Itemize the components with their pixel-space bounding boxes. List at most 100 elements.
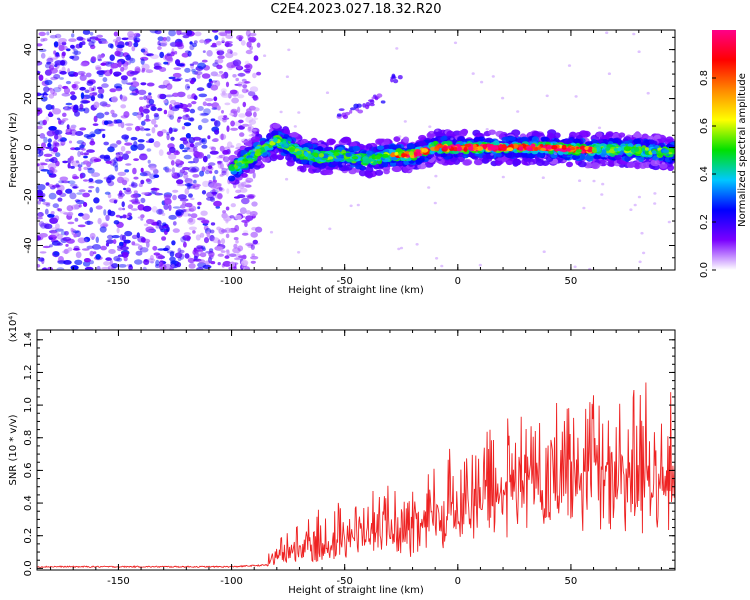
heatmap-noise-cell	[70, 44, 75, 49]
heatmap-ridge-cell	[626, 161, 635, 168]
heatmap-branch-cell	[362, 103, 366, 108]
heatmap-noise-cell	[140, 179, 145, 185]
heatmap-ridge-cell	[618, 132, 626, 138]
heatmap-noise-cell	[188, 263, 196, 269]
x-tick-label: -100	[220, 276, 243, 287]
heatmap-noise-cell	[168, 146, 176, 154]
heatmap-noise-cell	[107, 43, 114, 48]
heatmap-noise-cell	[133, 176, 139, 180]
heatmap-noise-cell	[239, 132, 245, 137]
heatmap-ridge-cell	[667, 164, 675, 171]
heatmap-noise-cell	[574, 95, 578, 98]
heatmap-noise-cell	[328, 227, 332, 231]
heatmap-noise-cell	[240, 40, 246, 46]
heatmap-noise-cell	[155, 259, 160, 267]
heatmap-noise-cell	[37, 216, 43, 220]
heatmap-noise-cell	[119, 215, 123, 219]
heatmap-noise-cell	[99, 54, 105, 59]
heatmap-noise-cell	[194, 142, 202, 146]
heatmap-noise-cell	[198, 259, 206, 264]
heatmap-noise-cell	[200, 245, 206, 250]
heatmap-noise-cell	[629, 208, 633, 211]
heatmap-noise-cell	[235, 189, 242, 194]
heatmap-noise-cell	[70, 265, 79, 270]
heatmap-noise-cell	[246, 108, 252, 114]
heatmap-noise-cell	[73, 81, 81, 85]
heatmap-noise-cell	[221, 93, 230, 98]
heatmap-noise-cell	[516, 110, 520, 113]
heatmap-noise-cell	[129, 57, 136, 64]
heatmap-ridge-cell	[617, 147, 622, 152]
heatmap-noise-cell	[77, 224, 86, 228]
heatmap-noise-cell	[47, 56, 53, 62]
heatmap-noise-cell	[76, 192, 83, 195]
heatmap-noise-cell	[63, 260, 72, 265]
heatmap-noise-cell	[194, 31, 202, 37]
heatmap-noise-cell	[318, 141, 322, 145]
heatmap-noise-cell	[187, 161, 195, 164]
heatmap-noise-cell	[168, 30, 176, 37]
heatmap-noise-cell	[239, 187, 248, 193]
heatmap-noise-cell	[88, 86, 93, 93]
heatmap-ridge-cell	[340, 137, 349, 143]
heatmap-ridge-cell	[276, 154, 284, 161]
heatmap-noise-cell	[187, 94, 192, 100]
heatmap-noise-cell	[88, 178, 94, 183]
heatmap-noise-cell	[157, 36, 164, 42]
heatmap-noise-cell	[667, 220, 671, 224]
heatmap-noise-cell	[84, 220, 94, 225]
heatmap-noise-cell	[131, 70, 140, 74]
heatmap-noise-cell	[403, 120, 407, 123]
heatmap-noise-cell	[159, 225, 164, 231]
heatmap-ridge-cell	[381, 153, 389, 158]
heatmap-noise-cell	[41, 142, 46, 149]
heatmap-noise-cell	[49, 63, 55, 68]
heatmap-noise-cell	[252, 72, 257, 79]
heatmap-noise-cell	[164, 166, 170, 173]
heatmap-noise-cell	[197, 206, 201, 210]
heatmap-noise-cell	[253, 96, 259, 101]
heatmap-noise-cell	[154, 114, 160, 121]
heatmap-noise-cell	[141, 63, 150, 71]
heatmap-noise-cell	[166, 133, 170, 141]
heatmap-noise-cell	[182, 201, 187, 205]
heatmap-noise-cell	[197, 62, 207, 70]
heatmap-noise-cell	[196, 87, 205, 92]
snr-line	[37, 382, 675, 569]
heatmap-noise-cell	[114, 165, 119, 172]
heatmap-ridge-cell	[633, 162, 642, 170]
heatmap-noise-cell	[145, 178, 151, 182]
heatmap-ridge-cell	[394, 151, 399, 156]
heatmap-noise-cell	[53, 50, 57, 55]
heatmap-noise-cell	[105, 257, 112, 261]
heatmap-noise-cell	[73, 104, 79, 111]
heatmap-noise-cell	[100, 245, 107, 251]
heatmap-noise-cell	[141, 69, 145, 73]
heatmap-noise-cell	[210, 71, 218, 77]
heatmap-noise-cell	[163, 198, 172, 205]
heatmap-noise-cell	[56, 117, 61, 121]
heatmap-noise-cell	[168, 204, 172, 211]
heatmap-noise-cell	[139, 96, 144, 100]
y-tick-label: 1.4	[23, 332, 34, 348]
heatmap-noise-cell	[70, 147, 76, 151]
heatmap-ridge-cell	[326, 138, 335, 146]
heatmap-noise-cell	[105, 120, 113, 125]
heatmap-noise-cell	[144, 118, 151, 122]
heatmap-ridge-cell	[283, 128, 291, 136]
heatmap-noise-cell	[137, 111, 142, 115]
heatmap-noise-cell	[95, 236, 100, 244]
heatmap-noise-cell	[501, 96, 505, 100]
heatmap-noise-cell	[45, 203, 51, 207]
heatmap-noise-cell	[54, 215, 60, 222]
heatmap-noise-cell	[237, 106, 241, 113]
heatmap-noise-cell	[217, 253, 224, 257]
heatmap-branch-cell	[349, 109, 353, 114]
heatmap-noise-cell	[123, 239, 131, 244]
heatmap-noise-cell	[225, 249, 230, 253]
heatmap-noise-cell	[143, 223, 149, 227]
y-tick-label: 0.6	[23, 462, 34, 478]
heatmap-noise-cell	[166, 56, 174, 63]
heatmap-noise-cell	[176, 172, 184, 178]
heatmap-noise-cell	[183, 154, 192, 160]
